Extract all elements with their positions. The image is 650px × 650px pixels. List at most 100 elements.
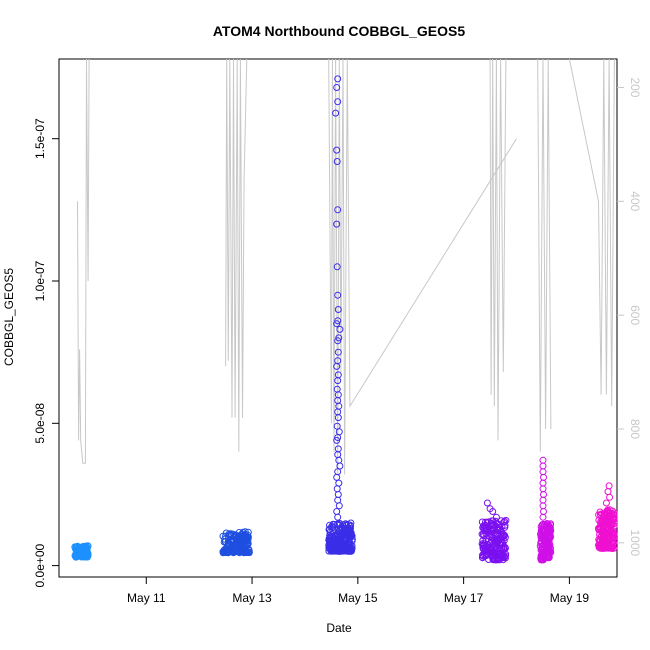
data-point bbox=[546, 525, 554, 533]
y-tick-label: 1.0e-07 bbox=[33, 260, 47, 301]
data-point bbox=[596, 536, 604, 544]
data-point bbox=[537, 552, 545, 560]
data-point bbox=[603, 508, 611, 516]
data-point bbox=[333, 473, 341, 481]
data-point bbox=[334, 206, 342, 214]
y2-tick-label: 600 bbox=[628, 305, 642, 325]
data-point bbox=[334, 496, 342, 504]
data-point bbox=[539, 468, 547, 476]
data-point bbox=[335, 479, 343, 487]
data-point bbox=[334, 434, 342, 441]
data-point bbox=[225, 540, 233, 548]
data-point bbox=[596, 511, 604, 519]
data-point bbox=[333, 220, 341, 228]
data-point bbox=[335, 456, 343, 464]
data-point bbox=[605, 533, 613, 541]
data-point bbox=[602, 499, 610, 507]
data-point bbox=[497, 549, 505, 557]
data-point bbox=[344, 521, 352, 529]
data-point bbox=[540, 532, 548, 540]
data-point bbox=[326, 533, 334, 541]
data-point bbox=[226, 545, 234, 553]
data-point bbox=[74, 548, 82, 555]
data-point bbox=[334, 306, 342, 313]
data-point bbox=[604, 515, 612, 523]
data-point bbox=[231, 547, 238, 555]
data-point bbox=[495, 556, 503, 564]
data-point bbox=[232, 531, 240, 539]
data-point bbox=[336, 325, 344, 333]
data-point bbox=[492, 556, 500, 564]
data-point bbox=[496, 533, 504, 541]
y-tick-label: 0.0e+00 bbox=[33, 543, 47, 587]
data-point bbox=[479, 552, 487, 559]
data-point bbox=[609, 534, 617, 542]
data-point bbox=[608, 514, 616, 522]
data-point bbox=[483, 499, 491, 507]
data-point bbox=[539, 456, 547, 464]
series-3 bbox=[325, 75, 356, 555]
data-point bbox=[341, 528, 349, 536]
data-point bbox=[479, 537, 487, 545]
data-point bbox=[496, 544, 504, 552]
data-point bbox=[334, 98, 342, 106]
data-point bbox=[595, 543, 603, 551]
data-point bbox=[330, 547, 338, 555]
data-point bbox=[501, 554, 509, 562]
data-point bbox=[490, 521, 498, 529]
series-5 bbox=[536, 456, 555, 564]
data-point bbox=[334, 533, 342, 541]
data-point bbox=[538, 539, 546, 547]
data-point bbox=[82, 542, 89, 550]
pressure-line-4 bbox=[489, 58, 507, 441]
y2-tick-label: 400 bbox=[628, 191, 642, 211]
data-point bbox=[539, 485, 547, 493]
data-point bbox=[347, 547, 355, 555]
data-point bbox=[545, 548, 553, 556]
data-point bbox=[347, 525, 354, 532]
data-point bbox=[342, 536, 350, 544]
data-point bbox=[499, 556, 507, 564]
data-point bbox=[493, 526, 501, 534]
pressure-lines bbox=[77, 58, 615, 475]
series-6 bbox=[595, 482, 618, 552]
data-point bbox=[222, 545, 230, 553]
y2-tick-label: 1000 bbox=[628, 529, 642, 556]
y-tick-label: 1.5e-07 bbox=[33, 118, 47, 159]
chart-title: ATOM4 Northbound COBBGL_GEOS5 bbox=[213, 23, 465, 39]
data-point bbox=[539, 521, 547, 529]
data-point bbox=[544, 542, 552, 549]
data-point bbox=[334, 348, 342, 356]
data-point bbox=[596, 523, 604, 531]
data-point bbox=[540, 508, 547, 515]
data-point bbox=[333, 485, 341, 493]
data-point bbox=[487, 526, 495, 534]
data-point bbox=[483, 543, 491, 551]
data-point bbox=[334, 377, 342, 385]
data-point bbox=[222, 532, 230, 540]
data-point bbox=[483, 546, 491, 554]
data-point bbox=[606, 493, 614, 501]
x-axis-label: Date bbox=[326, 621, 352, 635]
x-tick-label: May 13 bbox=[232, 591, 272, 605]
x-tick-label: May 19 bbox=[550, 591, 590, 605]
data-point bbox=[327, 537, 335, 545]
data-point bbox=[84, 550, 92, 558]
data-point bbox=[333, 508, 341, 515]
data-point bbox=[607, 526, 615, 534]
data-point bbox=[540, 473, 547, 481]
data-point bbox=[333, 146, 341, 154]
pressure-line-1 bbox=[77, 58, 90, 464]
data-point bbox=[602, 517, 610, 525]
data-point bbox=[333, 436, 341, 444]
data-point bbox=[604, 488, 612, 496]
data-point bbox=[501, 523, 509, 531]
data-point bbox=[334, 414, 342, 422]
data-point bbox=[328, 524, 336, 532]
data-point bbox=[340, 543, 348, 551]
data-point bbox=[78, 553, 86, 560]
data-point bbox=[607, 523, 615, 531]
data-point bbox=[604, 507, 612, 515]
data-point bbox=[539, 479, 547, 487]
